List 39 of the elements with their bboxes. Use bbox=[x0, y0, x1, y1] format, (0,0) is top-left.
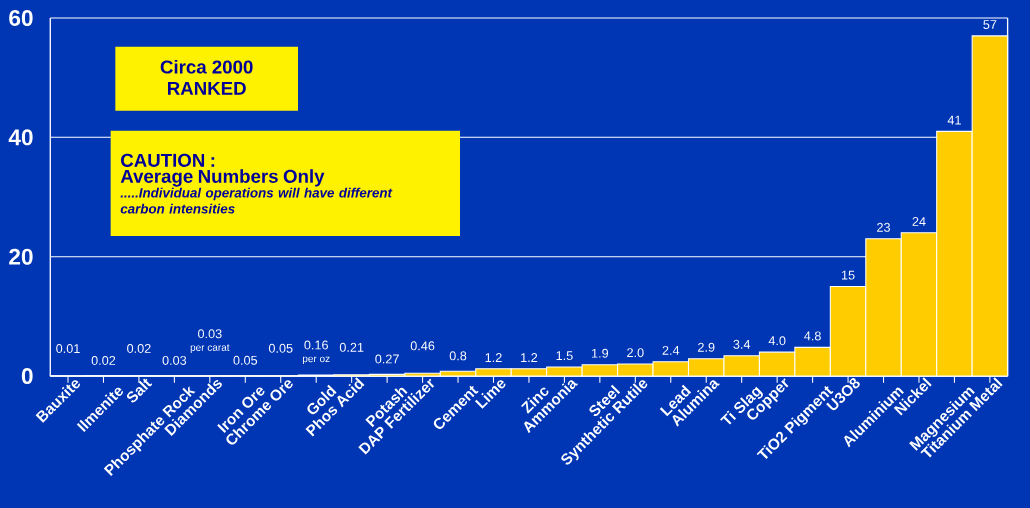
data-label: 0.03 bbox=[198, 329, 222, 339]
data-label: 4.8 bbox=[804, 331, 821, 341]
data-label: 2.9 bbox=[698, 342, 715, 352]
data-label: 1.2 bbox=[521, 353, 538, 362]
data-label: 41 bbox=[947, 115, 961, 125]
data-label: 1.9 bbox=[592, 348, 609, 358]
data-label: 0.02 bbox=[127, 343, 151, 353]
annotation: .....Individual operations will have different carbon intensities bbox=[120, 187, 393, 214]
data-label: 0.21 bbox=[339, 342, 364, 352]
annotation: per carat bbox=[190, 344, 230, 353]
data-label: 0.05 bbox=[268, 343, 293, 353]
annotation: Average Numbers Only bbox=[120, 169, 325, 187]
data-label: 15 bbox=[841, 270, 855, 280]
data-label: 2.4 bbox=[662, 345, 680, 355]
data-label: 23 bbox=[877, 222, 890, 232]
annotation: CAUTION : bbox=[121, 153, 215, 167]
annotation: Circa 2000 bbox=[160, 59, 253, 74]
data-label: 24 bbox=[912, 217, 926, 226]
data-label: 3.4 bbox=[733, 339, 751, 349]
data-label: 0.16 bbox=[304, 340, 328, 350]
data-label: 0.27 bbox=[375, 354, 399, 364]
data-label: 0.02 bbox=[91, 355, 116, 365]
y-tick-label: 40 bbox=[8, 129, 33, 146]
y-tick-label: 0 bbox=[21, 367, 33, 385]
data-label: 0.01 bbox=[56, 344, 80, 354]
data-label: 0.03 bbox=[162, 355, 187, 365]
y-tick-label: 20 bbox=[9, 248, 33, 265]
annotation: per oz bbox=[302, 356, 330, 365]
y-tick-label: 60 bbox=[9, 9, 33, 27]
data-label: 0.46 bbox=[410, 341, 435, 351]
x-tick-label: Salt bbox=[126, 378, 153, 403]
annotation: RANKED bbox=[168, 81, 246, 95]
data-label: 1.2 bbox=[485, 353, 502, 362]
data-label: 2.0 bbox=[627, 348, 644, 358]
data-label: 4.0 bbox=[768, 336, 786, 346]
data-label: 0.8 bbox=[449, 351, 467, 361]
data-label: 0.05 bbox=[233, 355, 258, 365]
data-label: 1.5 bbox=[556, 351, 573, 361]
data-label: 57 bbox=[983, 20, 997, 29]
